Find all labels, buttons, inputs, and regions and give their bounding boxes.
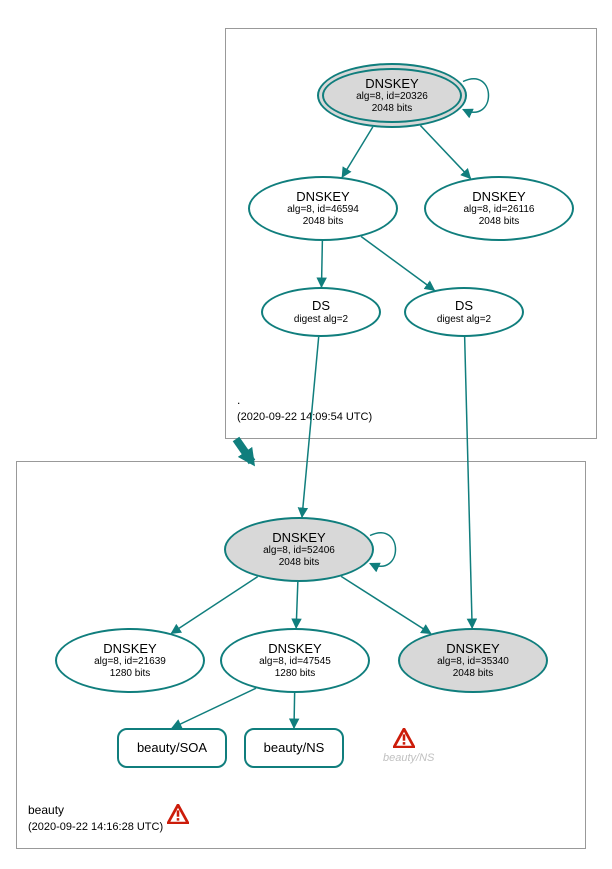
node-line2: alg=8, id=21639 bbox=[94, 656, 166, 668]
node-title: DNSKEY bbox=[272, 531, 325, 546]
warning-icon bbox=[393, 728, 415, 748]
node-line2: alg=8, id=52406 bbox=[263, 545, 335, 557]
zone-label-root-ts: (2020-09-22 14:09:54 UTC) bbox=[237, 411, 372, 423]
node-dnskey-beauty-ksk: DNSKEY alg=8, id=52406 2048 bits bbox=[224, 517, 374, 582]
node-line3: 2048 bits bbox=[279, 557, 320, 569]
zone-label-beauty-ts: (2020-09-22 14:16:28 UTC) bbox=[28, 821, 163, 833]
node-title: DS bbox=[455, 299, 473, 314]
node-title: DNSKEY bbox=[103, 642, 156, 657]
node-ds-1: DS digest alg=2 bbox=[261, 287, 381, 337]
node-line3: 2048 bits bbox=[453, 668, 494, 680]
node-line3: 2048 bits bbox=[303, 216, 344, 228]
node-title: DS bbox=[312, 299, 330, 314]
node-line3: 2048 bits bbox=[372, 103, 413, 115]
node-line2: digest alg=2 bbox=[294, 314, 348, 326]
node-line3: 1280 bits bbox=[275, 668, 316, 680]
warning-icon bbox=[167, 804, 189, 824]
ghost-ns-label: beauty/NS bbox=[383, 752, 434, 764]
node-line2: alg=8, id=26116 bbox=[464, 204, 535, 216]
node-title: DNSKEY bbox=[296, 190, 349, 205]
zone-label-root-name: . bbox=[237, 393, 240, 407]
node-line2: digest alg=2 bbox=[437, 314, 491, 326]
node-dnskey-beauty-zsk2: DNSKEY alg=8, id=47545 1280 bits bbox=[220, 628, 370, 693]
node-dnskey-root-zsk2: DNSKEY alg=8, id=26116 2048 bits bbox=[424, 176, 574, 241]
zone-label-beauty-name: beauty bbox=[28, 803, 64, 817]
node-line2: alg=8, id=47545 bbox=[259, 656, 331, 668]
node-title: DNSKEY bbox=[268, 642, 321, 657]
node-line2: alg=8, id=46594 bbox=[287, 204, 359, 216]
node-ds-2: DS digest alg=2 bbox=[404, 287, 524, 337]
node-title: DNSKEY bbox=[446, 642, 499, 657]
node-ns: beauty/NS bbox=[244, 728, 344, 768]
node-title: DNSKEY bbox=[472, 190, 525, 205]
node-line3: 1280 bits bbox=[110, 668, 151, 680]
node-dnskey-beauty-zsk1: DNSKEY alg=8, id=21639 1280 bits bbox=[55, 628, 205, 693]
node-line3: 2048 bits bbox=[479, 216, 520, 228]
node-title: beauty/NS bbox=[264, 741, 325, 756]
node-dnskey-root-ksk: DNSKEY alg=8, id=20326 2048 bits bbox=[317, 63, 467, 128]
node-line2: alg=8, id=20326 bbox=[356, 91, 428, 103]
node-title: beauty/SOA bbox=[137, 741, 207, 756]
node-line2: alg=8, id=35340 bbox=[437, 656, 509, 668]
node-soa: beauty/SOA bbox=[117, 728, 227, 768]
node-dnskey-root-zsk1: DNSKEY alg=8, id=46594 2048 bits bbox=[248, 176, 398, 241]
node-title: DNSKEY bbox=[365, 77, 418, 92]
node-dnskey-beauty-ksk2: DNSKEY alg=8, id=35340 2048 bits bbox=[398, 628, 548, 693]
